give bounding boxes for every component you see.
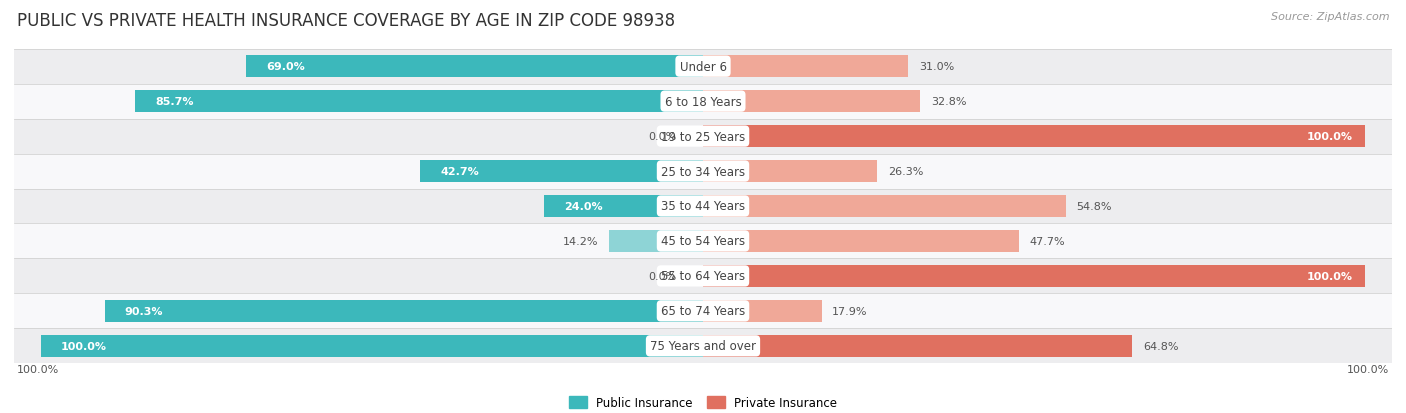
Text: 19 to 25 Years: 19 to 25 Years	[661, 130, 745, 143]
Text: 100.0%: 100.0%	[1347, 364, 1389, 374]
Text: 32.8%: 32.8%	[931, 97, 966, 107]
Text: 64.8%: 64.8%	[1143, 341, 1178, 351]
Bar	[246, 56, 703, 78]
Bar	[14, 154, 1392, 189]
Text: 14.2%: 14.2%	[562, 236, 599, 247]
Bar	[703, 300, 821, 322]
Text: 100.0%: 100.0%	[1306, 271, 1353, 281]
Text: 90.3%: 90.3%	[125, 306, 163, 316]
Text: 42.7%: 42.7%	[440, 166, 479, 177]
Bar	[703, 91, 921, 113]
Bar	[14, 119, 1392, 154]
Text: 45 to 54 Years: 45 to 54 Years	[661, 235, 745, 248]
Text: 54.8%: 54.8%	[1077, 202, 1112, 211]
Bar	[703, 266, 1365, 287]
Bar	[420, 161, 703, 183]
Bar	[135, 91, 703, 113]
Text: 0.0%: 0.0%	[648, 271, 676, 281]
Bar	[41, 335, 703, 357]
Text: PUBLIC VS PRIVATE HEALTH INSURANCE COVERAGE BY AGE IN ZIP CODE 98938: PUBLIC VS PRIVATE HEALTH INSURANCE COVER…	[17, 12, 675, 30]
Text: 17.9%: 17.9%	[832, 306, 868, 316]
Text: 26.3%: 26.3%	[887, 166, 924, 177]
Bar	[703, 126, 1365, 147]
Bar	[703, 196, 1066, 217]
Bar	[609, 230, 703, 252]
Bar	[14, 259, 1392, 294]
Bar	[703, 230, 1019, 252]
Bar	[703, 56, 908, 78]
Bar	[14, 84, 1392, 119]
Text: 0.0%: 0.0%	[648, 132, 676, 142]
Text: 85.7%: 85.7%	[155, 97, 194, 107]
Text: 24.0%: 24.0%	[564, 202, 603, 211]
Text: 65 to 74 Years: 65 to 74 Years	[661, 305, 745, 318]
Text: 100.0%: 100.0%	[60, 341, 107, 351]
Text: 31.0%: 31.0%	[920, 62, 955, 72]
Text: 69.0%: 69.0%	[266, 62, 305, 72]
Bar	[14, 50, 1392, 84]
Bar	[14, 294, 1392, 329]
Bar	[14, 189, 1392, 224]
Text: 100.0%: 100.0%	[17, 364, 59, 374]
Text: 100.0%: 100.0%	[1306, 132, 1353, 142]
Text: 35 to 44 Years: 35 to 44 Years	[661, 200, 745, 213]
Bar	[544, 196, 703, 217]
Text: 55 to 64 Years: 55 to 64 Years	[661, 270, 745, 283]
Text: 47.7%: 47.7%	[1029, 236, 1066, 247]
Text: 75 Years and over: 75 Years and over	[650, 339, 756, 352]
Text: 6 to 18 Years: 6 to 18 Years	[665, 95, 741, 108]
Legend: Public Insurance, Private Insurance: Public Insurance, Private Insurance	[564, 392, 842, 413]
Bar	[14, 329, 1392, 363]
Bar	[105, 300, 703, 322]
Bar	[703, 335, 1132, 357]
Text: Under 6: Under 6	[679, 61, 727, 74]
Text: 25 to 34 Years: 25 to 34 Years	[661, 165, 745, 178]
Bar	[14, 224, 1392, 259]
Text: Source: ZipAtlas.com: Source: ZipAtlas.com	[1271, 12, 1389, 22]
Bar	[703, 161, 877, 183]
